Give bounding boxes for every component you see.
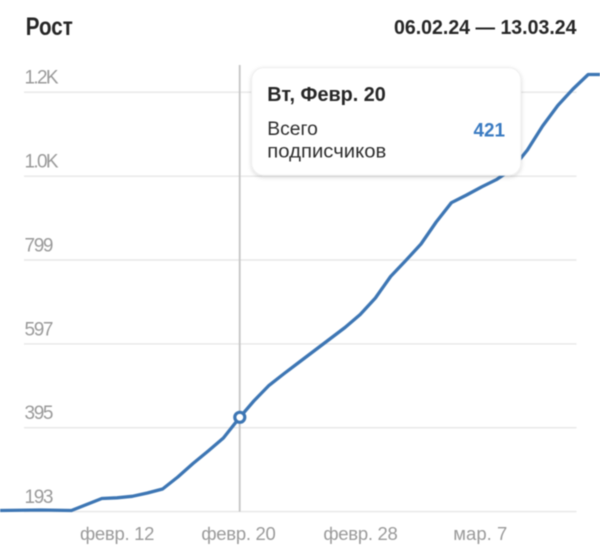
svg-text:Вт, Февр. 20: Вт, Февр. 20 [267,84,386,106]
svg-text:февр. 20: февр. 20 [201,523,276,544]
svg-text:подписчиков: подписчиков [267,141,386,163]
svg-text:1.0K: 1.0K [25,152,59,173]
svg-text:Всего: Всего [267,118,318,140]
svg-text:597: 597 [25,319,54,340]
svg-text:февр. 28: февр. 28 [323,523,398,544]
svg-text:421: 421 [474,119,506,141]
svg-text:395: 395 [25,403,54,424]
svg-text:193: 193 [25,487,54,508]
svg-text:06.02.24 — 13.03.24: 06.02.24 — 13.03.24 [394,17,577,39]
svg-text:799: 799 [25,235,54,256]
svg-text:февр. 12: февр. 12 [80,523,155,544]
svg-text:мар. 7: мар. 7 [453,523,507,544]
svg-text:1.2K: 1.2K [25,67,59,88]
svg-text:Рост: Рост [26,13,73,41]
